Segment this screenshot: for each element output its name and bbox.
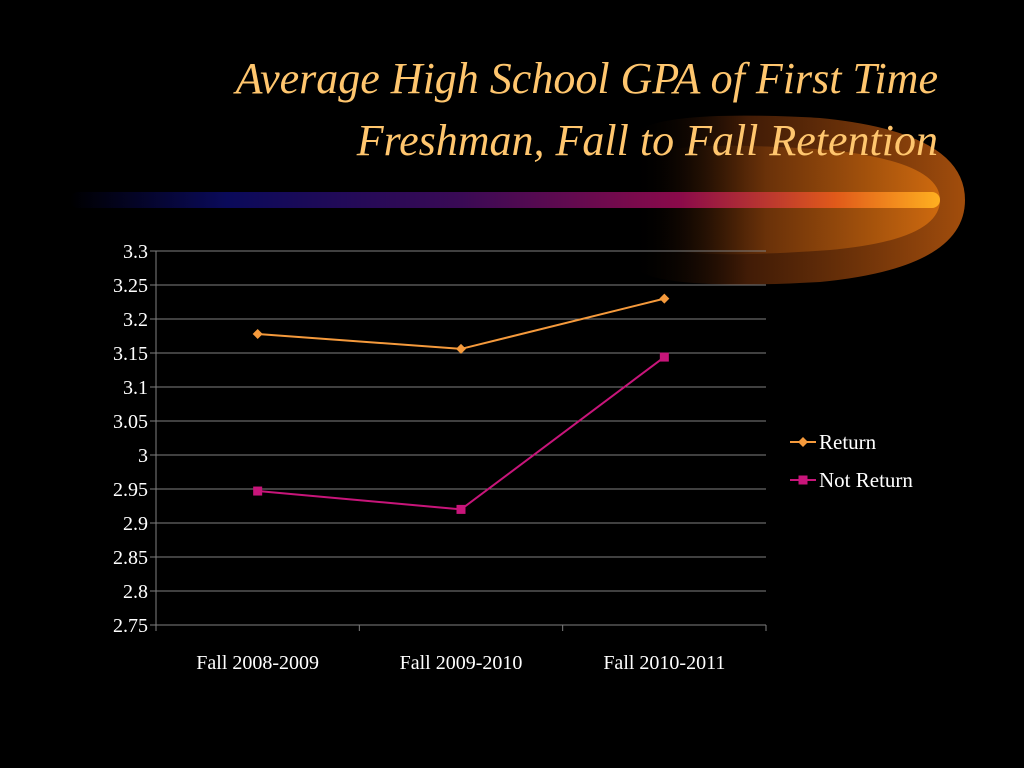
y-tick-label: 2.9: [123, 513, 148, 535]
legend-marker: [798, 437, 808, 447]
gridlines: [156, 250, 766, 626]
y-tick-label: 2.75: [113, 615, 148, 637]
legend-marker: [798, 475, 808, 485]
x-category-label: Fall 2008-2009: [196, 652, 319, 674]
data-point: [253, 486, 263, 496]
title-line-1: Average High School GPA of First Time: [235, 54, 938, 103]
legend: Return Not Return: [790, 430, 913, 492]
series-not-return: [253, 352, 669, 514]
y-tick-label: 2.95: [113, 479, 148, 501]
y-tick-label: 2.85: [113, 547, 148, 569]
data-point: [456, 504, 466, 514]
series: [252, 293, 670, 514]
data-point: [252, 328, 263, 339]
data-point: [659, 352, 669, 362]
series-return: [252, 293, 670, 354]
y-tick-label: 3.2: [123, 309, 148, 331]
y-tick-label: 3.1: [123, 377, 148, 399]
data-point: [456, 343, 466, 354]
y-tick-label: 3.15: [113, 343, 148, 365]
y-tick-label: 3.25: [113, 275, 148, 297]
axes: 2.75 2.8 2.85 2.9 2.95 3 3.05 3.1 3.15 3.2 3.25 3.3…: [113, 241, 767, 674]
x-category-label: Fall 2009-2010: [400, 652, 523, 674]
y-tick-label: 2.8: [123, 581, 148, 603]
series-line: [257, 356, 665, 511]
y-tick-label: 3: [138, 445, 148, 467]
y-tick-label: 3.05: [113, 411, 148, 433]
series-line: [257, 297, 665, 350]
y-tick-label: 3.3: [123, 241, 148, 263]
legend-label: Return: [819, 430, 877, 454]
legend-item: Return: [790, 430, 877, 454]
data-point: [659, 293, 670, 304]
slide-title: Average High School GPA of First Time Fr…: [60, 48, 938, 172]
x-category-label: Fall 2010-2011: [603, 652, 725, 674]
title-line-2: Freshman, Fall to Fall Retention: [356, 116, 938, 165]
legend-item: Not Return: [790, 468, 913, 492]
legend-label: Not Return: [819, 468, 913, 492]
